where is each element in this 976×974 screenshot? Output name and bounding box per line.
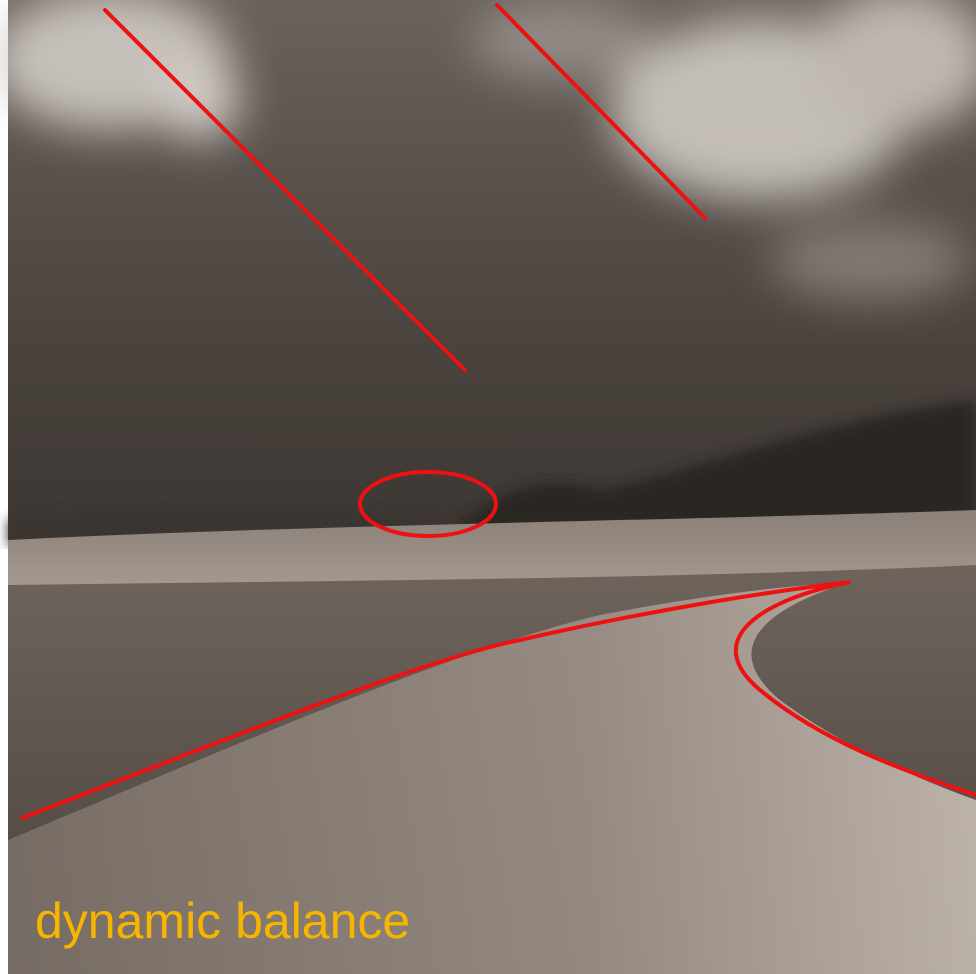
caption: dynamic balance <box>35 893 410 949</box>
diagonal-line <box>103 8 467 372</box>
focus-ellipse <box>358 470 498 538</box>
road-curve <box>20 580 976 820</box>
annotations <box>20 3 976 820</box>
diagonal-line <box>495 3 707 220</box>
